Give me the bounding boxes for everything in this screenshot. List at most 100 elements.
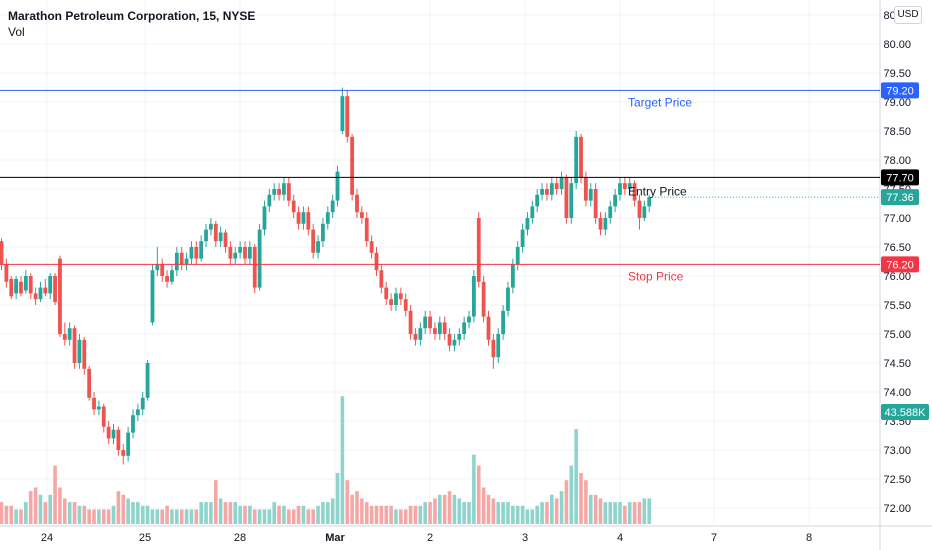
candle-body — [520, 229, 525, 247]
candle-body — [101, 406, 106, 427]
volume-bar — [0, 502, 4, 524]
candle-body — [301, 212, 306, 224]
volume-bar — [160, 509, 165, 524]
volume-bar — [296, 505, 301, 524]
volume-bar — [452, 494, 457, 524]
candle-body — [67, 328, 72, 340]
volume-bar — [136, 502, 140, 524]
x-tick-label: 8 — [806, 532, 812, 544]
volume-bar — [447, 491, 452, 524]
candle-body — [126, 432, 131, 456]
candle-body — [77, 339, 82, 363]
volume-bar — [106, 509, 111, 524]
candle-body — [428, 316, 432, 329]
y-tick-label: 75.00 — [883, 329, 911, 341]
candle-body — [447, 334, 452, 346]
candle-body — [286, 183, 291, 201]
candle-body — [291, 200, 296, 213]
volume-bar — [399, 509, 403, 524]
volume-bar — [389, 505, 393, 524]
volume-bar — [131, 502, 135, 524]
candle-body — [369, 241, 374, 253]
candle-body — [267, 194, 272, 207]
candle-body — [72, 328, 77, 363]
candle-body — [433, 328, 437, 334]
candle-body — [311, 229, 316, 253]
y-tick-label: 72.00 — [883, 503, 911, 515]
candle-body — [174, 252, 179, 271]
volume-bar — [257, 509, 262, 524]
y-tick-label: 74.00 — [883, 387, 911, 399]
stop-price-price-tag — [881, 256, 919, 273]
candle-body — [486, 316, 491, 340]
volume-bar — [33, 487, 38, 524]
candle-body — [131, 415, 135, 433]
candle-body — [437, 322, 442, 334]
volume-bar — [53, 465, 57, 524]
volume-bar — [262, 509, 267, 524]
last-price-tag-text: 77.36 — [886, 192, 914, 204]
candle-body — [398, 293, 403, 300]
volume-bar — [272, 502, 277, 524]
candle-body — [481, 281, 486, 317]
candle-body — [38, 287, 43, 300]
candle-body — [53, 276, 57, 303]
candle-body — [272, 189, 277, 195]
y-tick-label: 75.50 — [883, 300, 911, 312]
candle-body — [170, 270, 174, 282]
volume-bar — [535, 505, 539, 524]
volume-bar — [623, 505, 627, 524]
entry-price-price-tag — [881, 169, 919, 186]
volume-bar — [442, 494, 447, 524]
volume-bar — [501, 502, 505, 524]
volume-bar — [9, 505, 14, 524]
volume-bar — [238, 505, 242, 524]
currency-button[interactable]: USD — [894, 6, 922, 24]
volume-bar — [423, 502, 427, 524]
candle-body — [106, 426, 111, 439]
volume-bar — [355, 491, 359, 524]
volume-bar — [350, 494, 354, 524]
candle-body — [58, 258, 62, 334]
x-tick-label: 7 — [711, 532, 717, 544]
volume-bar — [642, 498, 647, 524]
candle-body — [359, 212, 364, 218]
candle-body — [19, 281, 23, 294]
candle-body — [389, 299, 393, 305]
candle-body — [579, 136, 583, 178]
y-tick-label: 72.50 — [883, 474, 911, 486]
volume-bar — [252, 509, 257, 524]
volume-bar — [82, 505, 87, 524]
candle-body — [330, 200, 335, 213]
candle-body — [418, 328, 423, 340]
candle-body — [194, 247, 199, 259]
candle-body — [564, 177, 569, 218]
volume-bar — [165, 505, 169, 524]
candle-body — [33, 293, 38, 300]
candle-body — [111, 429, 116, 439]
candle-body — [316, 241, 320, 253]
candle-body — [637, 200, 642, 218]
volume-bar — [345, 480, 350, 524]
volume-bar — [574, 429, 578, 524]
x-tick-label: Mar — [325, 532, 345, 544]
volume-bar — [111, 505, 116, 524]
volume-bar — [462, 502, 466, 524]
volume-bar — [379, 505, 384, 524]
candle-body — [345, 96, 350, 137]
candle-body — [179, 252, 184, 265]
volume-bar — [209, 502, 213, 524]
candle-body — [510, 264, 515, 288]
candle-body — [14, 278, 19, 294]
x-tick-label: 2 — [427, 532, 433, 544]
candle-body — [218, 232, 223, 242]
volume-bar — [545, 502, 549, 524]
volume-bar — [121, 494, 126, 524]
candle-body — [584, 177, 588, 201]
candle-body — [408, 310, 413, 334]
volume-bar — [491, 498, 496, 524]
candle-body — [4, 264, 9, 282]
y-tick-label: 74.50 — [883, 358, 911, 370]
candle-body — [87, 368, 92, 398]
